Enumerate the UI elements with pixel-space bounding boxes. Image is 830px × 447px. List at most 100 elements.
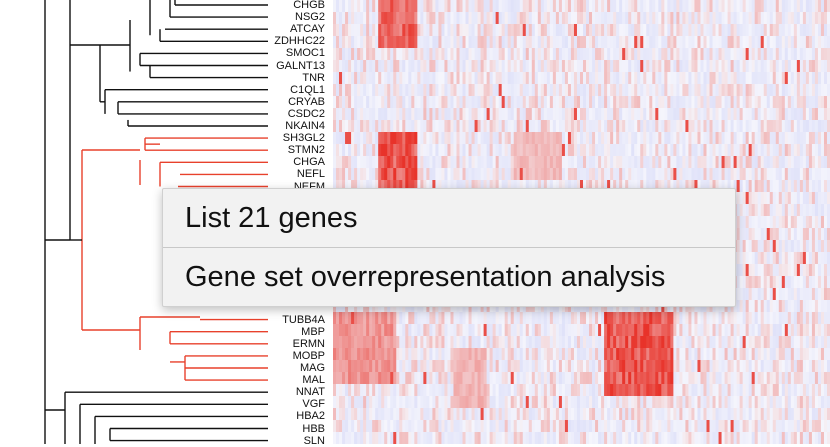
heatmap-cell <box>496 72 499 84</box>
heatmap-cell <box>764 252 767 264</box>
heatmap-cell <box>791 84 794 96</box>
heatmap-cell <box>640 24 643 36</box>
heatmap-cell <box>595 48 598 60</box>
heatmap-cell <box>607 108 610 120</box>
gene-label: CHGB <box>235 0 325 11</box>
heatmap-cell <box>764 168 767 180</box>
heatmap-cell <box>631 24 634 36</box>
heatmap-cell <box>655 24 658 36</box>
heatmap-cell <box>526 348 529 360</box>
heatmap-cell <box>559 144 562 156</box>
heatmap-cell <box>791 12 794 24</box>
heatmap-cell <box>646 324 649 336</box>
heatmap-cell <box>402 60 405 72</box>
heatmap-cell <box>634 132 637 144</box>
heatmap-cell <box>797 48 800 60</box>
heatmap-cell <box>348 108 351 120</box>
heatmap-cell <box>484 312 487 324</box>
heatmap-cell <box>752 24 755 36</box>
heatmap-cell <box>746 168 749 180</box>
heatmap-cell <box>625 132 628 144</box>
heatmap-cell <box>342 312 345 324</box>
heatmap-cell <box>667 96 670 108</box>
heatmap-cell <box>824 240 827 252</box>
heatmap-cell <box>541 168 544 180</box>
heatmap-cell <box>664 24 667 36</box>
heatmap-cell <box>731 132 734 144</box>
heatmap-cell <box>725 72 728 84</box>
heatmap-cell <box>737 132 740 144</box>
heatmap-cell <box>803 132 806 144</box>
heatmap-cell <box>812 72 815 84</box>
heatmap-cell <box>758 288 761 300</box>
heatmap-cell <box>592 120 595 132</box>
heatmap-cell <box>601 312 604 324</box>
heatmap-cell <box>803 96 806 108</box>
heatmap-cell <box>378 120 381 132</box>
heatmap-cell <box>595 60 598 72</box>
heatmap-cell <box>450 60 453 72</box>
heatmap-cell <box>643 60 646 72</box>
heatmap-cell <box>453 168 456 180</box>
heatmap-cell <box>336 324 339 336</box>
heatmap-cell <box>634 72 637 84</box>
heatmap-cell <box>824 168 827 180</box>
heatmap-cell <box>457 144 460 156</box>
heatmap-cell <box>447 84 450 96</box>
heatmap-cell <box>610 108 613 120</box>
heatmap-cell <box>788 240 791 252</box>
heatmap-cell <box>583 348 586 360</box>
heatmap-cell <box>384 72 387 84</box>
heatmap-cell <box>610 24 613 36</box>
heatmap-cell <box>469 348 472 360</box>
heatmap-cell <box>589 108 592 120</box>
heatmap-cell <box>628 48 631 60</box>
heatmap-cell <box>484 120 487 132</box>
heatmap-cell <box>417 24 420 36</box>
heatmap-cell <box>667 48 670 60</box>
heatmap-cell <box>435 48 438 60</box>
heatmap-cell <box>336 72 339 84</box>
heatmap-cell <box>755 180 758 192</box>
heatmap-cell <box>423 24 426 36</box>
heatmap-cell <box>411 120 414 132</box>
heatmap-cell <box>743 84 746 96</box>
heatmap-cell <box>466 0 469 12</box>
heatmap-cell <box>511 24 514 36</box>
heatmap-cell <box>661 0 664 12</box>
heatmap-cell <box>487 168 490 180</box>
heatmap-cell <box>535 312 538 324</box>
heatmap-cell <box>634 108 637 120</box>
heatmap-cell <box>502 120 505 132</box>
heatmap-cell <box>453 60 456 72</box>
heatmap-cell <box>556 60 559 72</box>
heatmap-cell <box>752 264 755 276</box>
heatmap-cell <box>529 336 532 348</box>
heatmap-cell <box>499 120 502 132</box>
heatmap-cell <box>523 132 526 144</box>
heatmap-cell <box>354 0 357 12</box>
heatmap-cell <box>574 336 577 348</box>
heatmap-cell <box>490 132 493 144</box>
heatmap-cell <box>737 252 740 264</box>
heatmap-cell <box>803 264 806 276</box>
heatmap-cell <box>453 144 456 156</box>
heatmap-cell <box>396 312 399 324</box>
heatmap-cell <box>646 168 649 180</box>
heatmap-cell <box>342 48 345 60</box>
heatmap-cell <box>490 156 493 168</box>
heatmap-cell <box>339 0 342 12</box>
heatmap-cell <box>809 60 812 72</box>
heatmap-cell <box>460 48 463 60</box>
heatmap-cell <box>806 156 809 168</box>
heatmap-cell <box>589 348 592 360</box>
heatmap-cell <box>758 204 761 216</box>
heatmap-cell <box>438 156 441 168</box>
heatmap-cell <box>640 144 643 156</box>
heatmap-cell <box>463 84 466 96</box>
heatmap-cell <box>782 156 785 168</box>
heatmap-cell <box>339 120 342 132</box>
heatmap-cell <box>749 12 752 24</box>
heatmap-cell <box>791 228 794 240</box>
heatmap-cell <box>453 120 456 132</box>
